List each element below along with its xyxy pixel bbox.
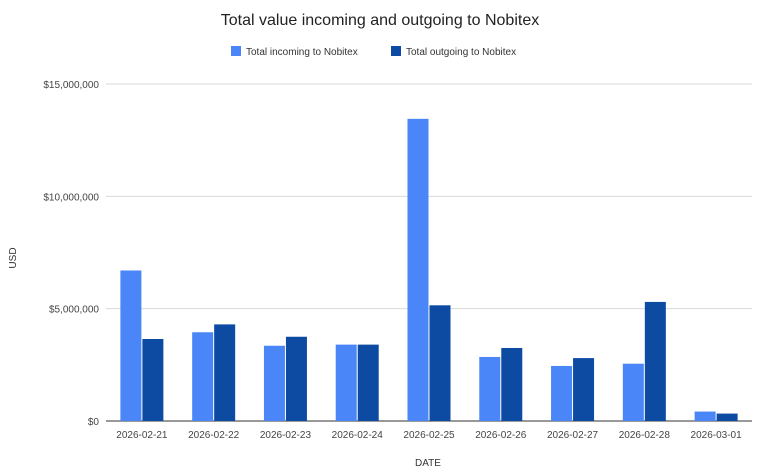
bar-outgoing bbox=[644, 301, 666, 421]
y-tick-label: $10,000,000 bbox=[43, 192, 99, 203]
bar-incoming bbox=[407, 118, 429, 421]
legend-swatch-outgoing bbox=[391, 46, 401, 56]
y-tick-label: $0 bbox=[88, 417, 100, 428]
bar-incoming bbox=[120, 270, 142, 421]
y-tick-label: $15,000,000 bbox=[43, 80, 99, 91]
bar-outgoing bbox=[429, 305, 451, 421]
x-tick-label: 2026-02-27 bbox=[547, 430, 599, 441]
legend-label-outgoing: Total outgoing to Nobitex bbox=[406, 47, 516, 58]
x-axis-label: DATE bbox=[415, 458, 441, 469]
y-tick-label: $5,000,000 bbox=[49, 305, 99, 316]
legend-label-incoming: Total incoming to Nobitex bbox=[246, 47, 358, 58]
bar-incoming bbox=[694, 411, 716, 421]
bar-incoming bbox=[479, 356, 501, 421]
bar-incoming bbox=[335, 344, 357, 421]
x-tick-label: 2026-02-23 bbox=[260, 430, 312, 441]
x-tick-label: 2026-02-24 bbox=[332, 430, 384, 441]
bar-outgoing bbox=[285, 336, 307, 421]
x-tick-label: 2026-02-25 bbox=[403, 430, 455, 441]
legend-swatch-incoming bbox=[231, 46, 241, 56]
x-tick-label: 2026-02-26 bbox=[475, 430, 527, 441]
x-tick-label: 2026-02-28 bbox=[619, 430, 671, 441]
bar-outgoing bbox=[357, 344, 379, 421]
grid bbox=[106, 83, 752, 422]
bar-outgoing bbox=[573, 358, 595, 421]
chart-title: Total value incoming and outgoing to Nob… bbox=[221, 12, 539, 29]
bar-incoming bbox=[551, 365, 573, 421]
y-axis-ticks: $0 $5,000,000 $10,000,000 $15,000,000 bbox=[43, 80, 99, 428]
x-axis-ticks: 2026-02-21 2026-02-22 2026-02-23 2026-02-24… bbox=[116, 430, 742, 441]
y-axis-label: USD bbox=[8, 247, 19, 268]
bar-incoming bbox=[263, 345, 285, 421]
x-tick-label: 2026-02-22 bbox=[188, 430, 240, 441]
bar-incoming bbox=[622, 363, 644, 421]
bars bbox=[120, 118, 738, 421]
bar-outgoing bbox=[501, 347, 523, 421]
bar-outgoing bbox=[142, 338, 164, 421]
x-tick-label: 2026-02-21 bbox=[116, 430, 168, 441]
legend: Total incoming to Nobitex Total outgoing… bbox=[231, 46, 516, 58]
bar-incoming bbox=[192, 332, 214, 421]
bar-outgoing bbox=[214, 324, 236, 421]
x-tick-label: 2026-03-01 bbox=[691, 430, 743, 441]
bar-outgoing bbox=[716, 413, 738, 421]
